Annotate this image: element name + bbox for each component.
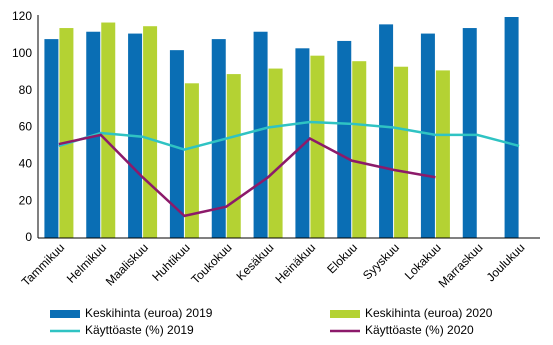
bar [295, 48, 310, 238]
x-tick-label: Marraskuu [436, 240, 486, 290]
x-tick-label: Syyskuu [360, 240, 402, 282]
y-tick-label: 80 [19, 83, 33, 97]
bar [184, 83, 199, 238]
line [58, 133, 436, 218]
x-tick-label: Lokakuu [402, 240, 444, 282]
legend-swatch [330, 310, 360, 318]
y-tick-label: 0 [25, 230, 32, 244]
bar [211, 39, 226, 238]
y-tick-label: 20 [19, 193, 33, 207]
bar [504, 17, 519, 238]
y-tick-label: 60 [19, 120, 33, 134]
y-tick-label: 120 [12, 9, 32, 23]
y-tick-label: 100 [12, 46, 32, 60]
bar [352, 61, 367, 239]
bar [462, 28, 477, 238]
bar [337, 40, 352, 238]
x-tick-label: Elokuu [324, 240, 360, 276]
legend-label: Käyttöaste (%) 2019 [85, 323, 194, 337]
bar [44, 39, 59, 238]
bar [394, 66, 409, 238]
x-tick-label: Toukokuu [188, 240, 234, 286]
bar [226, 74, 241, 238]
bar [420, 33, 435, 239]
bar [268, 68, 283, 238]
legend-swatch [50, 310, 80, 318]
legend-label: Keskihinta (euroa) 2020 [365, 306, 493, 320]
line [58, 120, 520, 151]
bar [101, 22, 116, 239]
x-tick-label: Kesäkuu [234, 240, 277, 283]
bar [143, 26, 158, 239]
bar [435, 70, 450, 239]
legend-label: Keskihinta (euroa) 2019 [85, 306, 213, 320]
bar [59, 28, 74, 238]
bar [310, 55, 325, 238]
x-tick-label: Huhtikuu [149, 240, 192, 283]
y-tick-label: 40 [19, 157, 33, 171]
x-tick-label: Tammikuu [19, 240, 68, 289]
x-tick-label: Joulukuu [484, 240, 528, 284]
x-tick-label: Maaliskuu [103, 240, 151, 288]
legend-label: Käyttöaste (%) 2020 [365, 323, 474, 337]
bar [379, 24, 394, 238]
x-tick-label: Heinäkuu [273, 240, 319, 286]
bar [169, 50, 184, 239]
bar [253, 31, 268, 238]
